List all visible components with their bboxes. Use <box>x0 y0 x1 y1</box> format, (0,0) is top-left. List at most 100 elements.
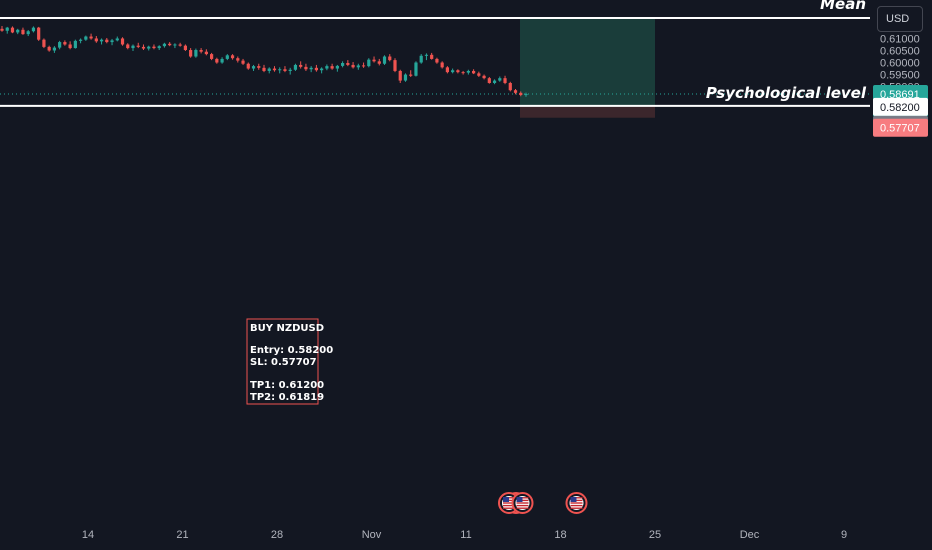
candle-body <box>194 50 198 57</box>
candle-body <box>435 58 439 63</box>
time-tick-label: 21 <box>176 529 188 541</box>
candle-body <box>272 68 277 71</box>
candle-body <box>215 58 219 63</box>
candle-body <box>309 67 313 70</box>
trade-note[interactable]: BUY NZDUSD Entry: 0.58200 SL: 0.57707 TP… <box>246 318 333 405</box>
candle-body <box>382 56 387 64</box>
candle-body <box>451 70 455 73</box>
flag-stripe <box>570 507 583 509</box>
candle-body <box>393 60 397 71</box>
candle-body <box>10 27 15 33</box>
trade-note-box <box>246 318 319 405</box>
note-tp2: TP2: 0.61819 <box>250 392 324 403</box>
candle-body <box>320 68 324 71</box>
candle-body <box>68 44 72 49</box>
us-flag-icon[interactable] <box>565 492 588 514</box>
time-tick-label: Dec <box>740 529 760 541</box>
candle-body <box>84 36 88 40</box>
candle-body <box>16 29 20 33</box>
flag-canton <box>516 497 523 502</box>
candle-body <box>210 54 214 59</box>
time-tick-label: 25 <box>649 529 661 541</box>
candle-body <box>419 55 423 63</box>
candle-body <box>99 39 104 42</box>
psychological-level-label: Psychological level <box>706 84 867 102</box>
candle-body <box>267 68 271 71</box>
candle-body <box>335 65 339 69</box>
candle-body <box>141 46 146 49</box>
candle-body <box>367 59 371 67</box>
candle-body <box>178 44 182 46</box>
economic-events[interactable] <box>498 492 588 514</box>
candle-body <box>430 54 434 59</box>
candle-body <box>288 69 292 71</box>
candle-body <box>131 45 135 49</box>
candle-body <box>157 46 161 49</box>
us-flag-icon[interactable] <box>511 492 534 514</box>
time-tick-label: Nov <box>362 529 382 541</box>
candle-body <box>105 39 109 43</box>
currency-button[interactable]: USD <box>877 6 923 32</box>
candle-body <box>372 59 376 62</box>
candle-body <box>89 36 93 39</box>
candle-body <box>225 55 229 59</box>
candle-body <box>414 62 418 76</box>
candle-body <box>220 58 224 63</box>
candle-body <box>162 43 167 47</box>
candle-body <box>330 66 334 69</box>
candle-body <box>503 78 507 83</box>
note-sl: SL: 0.57707 <box>250 357 317 368</box>
candle-body <box>388 56 392 61</box>
candle-body <box>445 67 449 73</box>
candle-body <box>524 94 528 96</box>
candle-body <box>183 45 187 51</box>
candle-body <box>52 47 56 51</box>
candle-body <box>31 27 36 32</box>
candle-body <box>136 45 140 47</box>
candle-body <box>26 31 30 35</box>
candle-body <box>94 38 98 42</box>
candle-body <box>346 63 350 65</box>
candle-body <box>204 51 208 55</box>
price-tick-label: 0.59500 <box>880 70 920 82</box>
candle-body <box>377 61 381 64</box>
candles <box>0 25 528 97</box>
price-tick-label: 0.60000 <box>880 58 920 70</box>
candle-body <box>492 80 497 83</box>
candle-body <box>257 66 261 68</box>
candle-body <box>351 64 355 68</box>
flag-stripe <box>516 504 529 507</box>
candle-body <box>79 39 83 41</box>
candle-body <box>173 44 177 46</box>
candle-body <box>472 70 476 74</box>
candle-body <box>341 63 345 66</box>
candle-body <box>47 46 51 51</box>
candle-body <box>0 28 4 31</box>
candle-body <box>299 64 303 67</box>
note-tp1: TP1: 0.61200 <box>250 380 324 391</box>
candle-body <box>189 50 193 57</box>
candle-body <box>519 92 523 96</box>
price-tag-level-white <box>873 97 928 116</box>
candle-body <box>293 64 298 70</box>
candle-body <box>466 70 470 73</box>
price-tick-label: 0.61000 <box>880 33 920 45</box>
stop-zone[interactable] <box>520 105 655 118</box>
time-axis[interactable]: 14 21 28 Nov 11 18 25 Dec 9 <box>82 529 847 541</box>
flag-canton <box>570 497 577 502</box>
target-zone[interactable] <box>520 18 655 106</box>
note-entry: Entry: 0.58200 <box>250 345 333 356</box>
position-zones <box>520 18 655 118</box>
candle-body <box>120 38 125 45</box>
time-tick-label: 18 <box>554 529 566 541</box>
candle-body <box>230 55 235 59</box>
candle-body <box>513 90 518 93</box>
candle-body <box>314 67 318 71</box>
flag-stripe <box>503 507 515 509</box>
candle-body <box>73 40 77 49</box>
candle-body <box>63 42 67 45</box>
candle-body <box>508 82 512 91</box>
price-tag-stop <box>873 118 928 137</box>
